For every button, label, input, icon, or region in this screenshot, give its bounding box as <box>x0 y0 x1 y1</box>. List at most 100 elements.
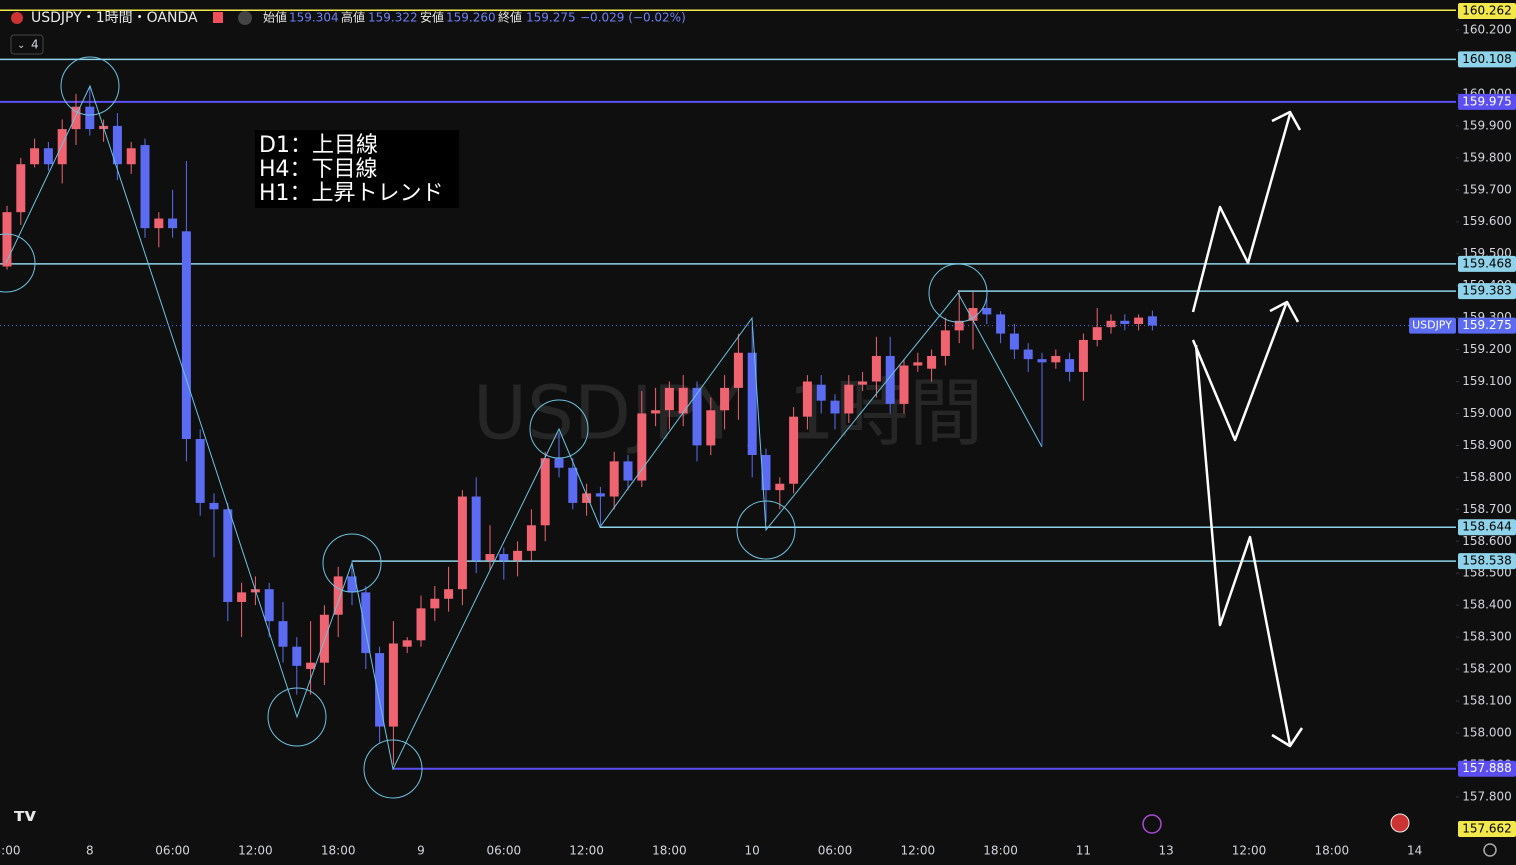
x-tick-label: 9 <box>417 844 425 858</box>
level-label-box <box>1458 93 1516 110</box>
candle-body <box>844 384 854 414</box>
annotation-line: H4：下目線 <box>259 157 378 182</box>
candle-body <box>720 387 730 411</box>
level-label: 160.108 <box>1462 52 1512 66</box>
candle-body <box>761 454 771 491</box>
candle-body <box>140 145 150 229</box>
circle <box>363 739 423 799</box>
candle-body <box>181 231 191 440</box>
candle-body <box>1009 333 1019 350</box>
candle-body <box>554 458 564 468</box>
chevron: ⌄ <box>17 40 25 51</box>
flag <box>213 12 223 23</box>
indicator-toggle[interactable] <box>10 34 44 55</box>
y-tick-label: 159.100 <box>1462 374 1512 388</box>
candle-body <box>954 320 964 331</box>
arrow <box>1191 113 1292 313</box>
level-label-box <box>1458 821 1516 837</box>
circle <box>0 233 36 293</box>
candle-body <box>85 106 95 130</box>
circle <box>267 687 327 747</box>
logo: ᴛᴠ <box>14 805 36 826</box>
candle-body <box>568 467 578 503</box>
candle-body <box>278 621 288 647</box>
level-label: 159.468 <box>1462 256 1512 270</box>
symbol-tag-box <box>1409 317 1456 334</box>
x-tick-label: 12:00 <box>569 844 604 858</box>
y-tick-label: 158.800 <box>1462 470 1512 484</box>
ohlc-value: 159.260 <box>446 11 496 25</box>
watermark: USDJPY, 1時間 <box>473 371 983 457</box>
x-tick-label: 06:00 <box>818 844 853 858</box>
candle-body <box>1037 359 1047 363</box>
y-tick-label: 158.600 <box>1462 534 1512 548</box>
candle-body <box>996 314 1006 334</box>
zigzag <box>5 84 1043 771</box>
candle-body <box>1078 339 1088 372</box>
candle-body <box>1134 317 1144 324</box>
flag-icon <box>11 12 23 24</box>
x-tick-label: 18:00 <box>983 844 1018 858</box>
candle-body <box>940 330 950 356</box>
candle-body <box>195 439 205 503</box>
circle <box>529 399 589 459</box>
y-tick-label: 158.700 <box>1462 502 1512 516</box>
candle-body <box>306 662 316 670</box>
arrowhead <box>1269 300 1300 323</box>
candle-body <box>1051 355 1061 363</box>
level-label: 158.644 <box>1462 520 1512 534</box>
level-label: 157.662 <box>1462 822 1512 836</box>
price-label: 159.275 <box>1462 318 1512 332</box>
candle-body <box>747 352 757 455</box>
events-icon[interactable] <box>1142 814 1162 834</box>
y-tick-label: 158.400 <box>1462 598 1512 612</box>
ohlc-name: 安値 <box>420 10 444 25</box>
candle-body <box>471 496 481 561</box>
candle-body <box>816 384 826 401</box>
annotation-line: H1：上昇トレンド <box>259 181 444 206</box>
circle <box>736 500 796 560</box>
candle-body <box>499 554 509 561</box>
y-tick-label: 158.200 <box>1462 662 1512 676</box>
candle-body <box>319 614 329 663</box>
arrowhead <box>1271 727 1304 748</box>
level-label-box <box>1458 255 1516 272</box>
flag-icon <box>1390 813 1410 833</box>
annotation-box <box>255 130 459 208</box>
x-tick-label: 10 <box>745 844 760 858</box>
x-tick-label: 12:00 <box>1232 844 1267 858</box>
candle-body <box>982 308 992 315</box>
circle <box>928 263 988 323</box>
y-tick-label: 159.200 <box>1462 342 1512 356</box>
candle-body <box>733 352 743 388</box>
candle-body <box>706 410 716 446</box>
candle-body <box>430 598 440 609</box>
candle-body <box>209 502 219 510</box>
candle-body <box>1023 349 1033 360</box>
ohlc-name: 始値 <box>263 10 287 25</box>
price-axis <box>1456 0 1516 865</box>
symbol-tag: USDJPY <box>1412 319 1452 332</box>
change: −0.029 (−0.02%) <box>580 11 686 25</box>
ohlc-value: 159.322 <box>368 11 418 25</box>
level-label-box <box>1458 519 1516 536</box>
candle-body <box>885 355 895 404</box>
candle-body <box>1092 327 1102 340</box>
candle-body <box>651 410 661 414</box>
candle-body <box>416 608 426 641</box>
candle-body <box>582 493 592 503</box>
candle-body <box>126 148 136 165</box>
candle-body <box>237 592 247 602</box>
symbol-title: USDJPY・1時間・OANDA <box>31 10 198 26</box>
candle-body <box>16 164 26 213</box>
candle-body <box>43 148 53 165</box>
candle-body <box>264 589 274 622</box>
y-tick-label: 159.000 <box>1462 406 1512 420</box>
arrow <box>1191 303 1288 442</box>
level-label-box <box>1458 51 1516 68</box>
settings-icon[interactable] <box>1483 843 1497 857</box>
candle-body <box>595 493 605 497</box>
candle-body <box>333 576 343 615</box>
